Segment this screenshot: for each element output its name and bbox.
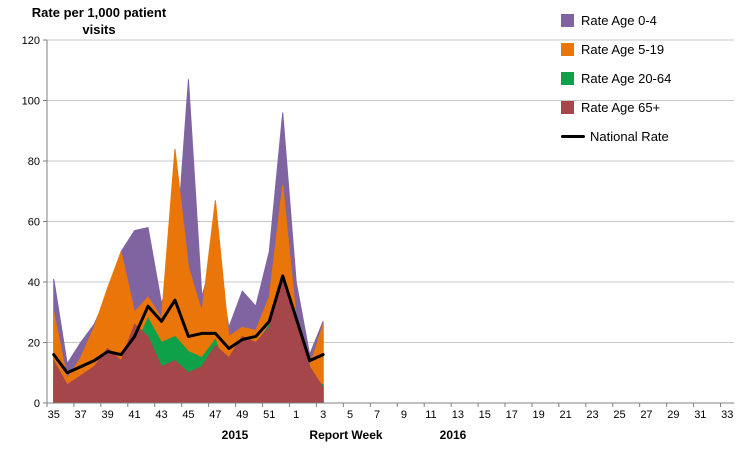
x-axis-title: Report Week (309, 428, 383, 442)
y-tick-label: 40 (28, 277, 40, 289)
y-tick-label: 60 (28, 217, 40, 229)
x-tick-label: 19 (533, 409, 545, 421)
x-tick-label: 47 (209, 409, 221, 421)
x-tick-label: 1 (293, 409, 299, 421)
legend-label-age-0-4: Rate Age 0-4 (581, 13, 657, 28)
y-tick-label: 100 (22, 96, 40, 108)
legend: Rate Age 0-4 Rate Age 5-19 Rate Age 20-6… (561, 6, 671, 151)
x-tick-label: 27 (640, 409, 652, 421)
y-tick-label: 0 (34, 398, 40, 410)
x-tick-label: 21 (559, 409, 571, 421)
legend-label-age-20-64: Rate Age 20-64 (581, 71, 672, 86)
x-tick-label: 33 (721, 409, 733, 421)
year-label-2015: 2015 (221, 428, 249, 442)
x-tick-label: 23 (586, 409, 598, 421)
x-tick-label: 51 (263, 409, 275, 421)
legend-item-age-20-64: Rate Age 20-64 (561, 64, 671, 93)
x-tick-label: 29 (667, 409, 679, 421)
legend-swatch-age-20-64 (561, 72, 574, 85)
x-tick-label: 5 (347, 409, 353, 421)
x-tick-label: 11 (425, 409, 436, 421)
x-tick-label: 35 (48, 409, 60, 421)
chart-title: Rate per 1,000 patient visits (18, 4, 180, 38)
legend-item-age-0-4: Rate Age 0-4 (561, 6, 671, 35)
x-tick-label: 3 (320, 409, 326, 421)
x-tick-label: 41 (128, 409, 140, 421)
x-tick-label: 13 (452, 409, 464, 421)
legend-label-age-5-19: Rate Age 5-19 (581, 42, 665, 57)
y-tick-label: 80 (28, 156, 40, 168)
x-tick-label: 25 (613, 409, 625, 421)
legend-swatch-age-65-plus (561, 101, 574, 114)
legend-swatch-age-0-4 (561, 14, 574, 27)
x-tick-label: 49 (236, 409, 248, 421)
legend-label-age-65-plus: Rate Age 65+ (581, 100, 661, 115)
x-tick-label: 37 (75, 409, 87, 421)
x-tick-label: 31 (694, 409, 706, 421)
x-tick-label: 9 (401, 409, 407, 421)
chart-title-line1: Rate per 1,000 patient (31, 5, 167, 20)
legend-swatch-age-5-19 (561, 43, 574, 56)
year-label-2016: 2016 (439, 428, 467, 442)
x-tick-label: 15 (479, 409, 491, 421)
national-rate-line (52, 274, 325, 375)
x-tick-label: 45 (182, 409, 194, 421)
legend-line-national-rate (561, 135, 585, 138)
chart-title-line2: visits (82, 22, 116, 37)
x-tick-label: 39 (101, 409, 113, 421)
x-tick-label: 17 (506, 409, 518, 421)
y-tick-label: 20 (28, 338, 40, 350)
x-tick-label: 43 (155, 409, 167, 421)
legend-item-national-rate: National Rate (561, 122, 671, 151)
legend-item-age-65-plus: Rate Age 65+ (561, 93, 671, 122)
y-tick-label: 120 (22, 35, 40, 47)
x-tick-label: 7 (374, 409, 380, 421)
legend-item-age-5-19: Rate Age 5-19 (561, 35, 671, 64)
legend-label-national-rate: National Rate (590, 129, 669, 144)
